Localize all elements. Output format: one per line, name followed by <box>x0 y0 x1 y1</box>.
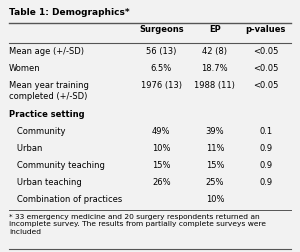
Text: 10%: 10% <box>206 194 224 203</box>
Text: Surgeons: Surgeons <box>139 25 184 34</box>
Text: 49%: 49% <box>152 127 170 136</box>
Text: <0.05: <0.05 <box>253 47 278 56</box>
Text: Women: Women <box>9 64 40 73</box>
Text: Community teaching: Community teaching <box>9 161 105 170</box>
Text: EP: EP <box>209 25 221 34</box>
Text: <0.05: <0.05 <box>253 64 278 73</box>
Text: 10%: 10% <box>152 144 170 153</box>
Text: 15%: 15% <box>206 161 224 170</box>
Text: <0.05: <0.05 <box>253 81 278 90</box>
Text: Practice setting: Practice setting <box>9 110 85 119</box>
Text: 11%: 11% <box>206 144 224 153</box>
Text: p-values: p-values <box>245 25 286 34</box>
Text: Urban teaching: Urban teaching <box>9 177 82 186</box>
Text: 1988 (11): 1988 (11) <box>194 81 235 90</box>
Text: 1976 (13): 1976 (13) <box>141 81 182 90</box>
Text: 39%: 39% <box>206 127 224 136</box>
Text: 26%: 26% <box>152 177 171 186</box>
Text: 18.7%: 18.7% <box>202 64 228 73</box>
Text: 0.9: 0.9 <box>259 177 272 186</box>
Text: Combination of practices: Combination of practices <box>9 194 122 203</box>
Text: 0.9: 0.9 <box>259 144 272 153</box>
Text: Mean age (+/-SD): Mean age (+/-SD) <box>9 47 84 56</box>
Text: * 33 emergency medicine and 20 surgery respondents returned an
incomplete survey: * 33 emergency medicine and 20 surgery r… <box>9 213 266 234</box>
Text: 0.1: 0.1 <box>259 127 272 136</box>
Text: 56 (13): 56 (13) <box>146 47 176 56</box>
Text: 0.9: 0.9 <box>259 161 272 170</box>
Text: 15%: 15% <box>152 161 170 170</box>
Text: Table 1: Demographics*: Table 1: Demographics* <box>9 8 130 17</box>
Text: Urban: Urban <box>9 144 42 153</box>
Text: Community: Community <box>9 127 65 136</box>
Text: 42 (8): 42 (8) <box>202 47 227 56</box>
Text: 6.5%: 6.5% <box>151 64 172 73</box>
Text: Mean year training
completed (+/-SD): Mean year training completed (+/-SD) <box>9 81 89 101</box>
Text: 25%: 25% <box>206 177 224 186</box>
